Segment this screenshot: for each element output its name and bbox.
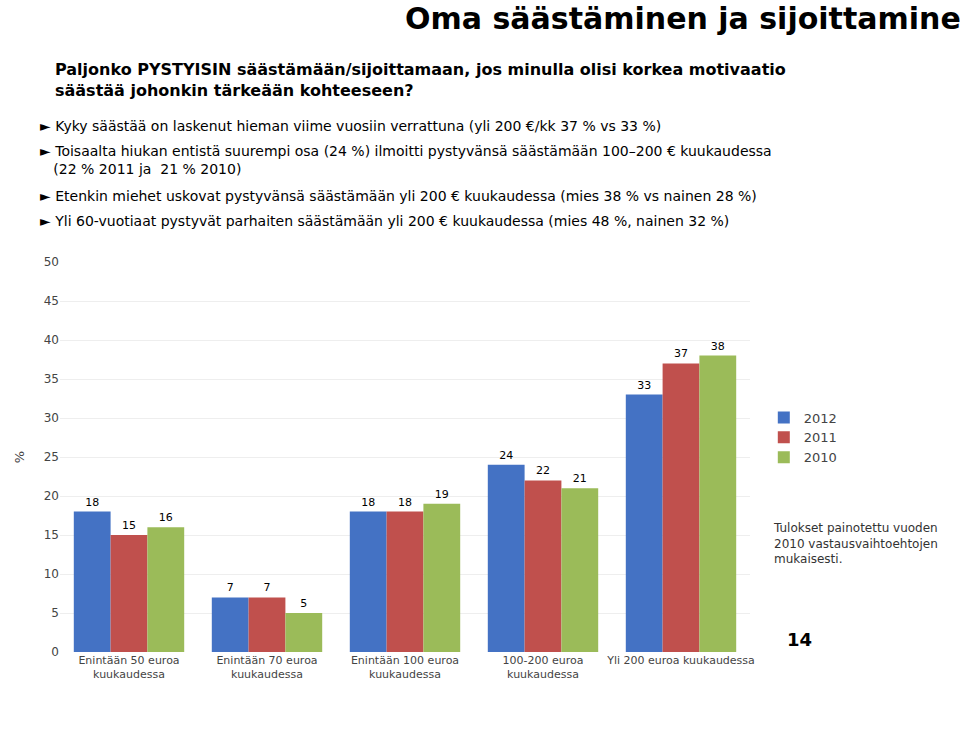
svg-text:► Yli 60-vuotiaat pystyvät par: ► Yli 60-vuotiaat pystyvät parhaiten sää… <box>40 213 729 229</box>
svg-text:18: 18 <box>398 496 412 509</box>
svg-text:24: 24 <box>499 449 513 462</box>
svg-text:► Etenkin miehet uskovat pysty: ► Etenkin miehet uskovat pystyvänsä sääs… <box>40 188 757 204</box>
svg-text:Yli 200 euroa kuukaudessa: Yli 200 euroa kuukaudessa <box>606 654 755 667</box>
svg-text:5: 5 <box>300 597 307 610</box>
svg-text:40: 40 <box>44 333 59 347</box>
svg-text:2011: 2011 <box>804 430 837 445</box>
svg-text:33: 33 <box>637 379 651 392</box>
svg-text:16: 16 <box>159 511 173 524</box>
svg-text:%: % <box>12 451 27 463</box>
svg-text:45: 45 <box>44 294 59 308</box>
svg-text:15: 15 <box>44 528 59 542</box>
svg-text:Paljonko PYSTYISIN säästämään/: Paljonko PYSTYISIN säästämään/sijoittama… <box>55 60 786 100</box>
svg-text:2012: 2012 <box>804 411 837 426</box>
svg-text:35: 35 <box>44 372 59 386</box>
svg-text:21: 21 <box>573 472 587 485</box>
svg-text:18: 18 <box>361 496 375 509</box>
svg-text:2010: 2010 <box>804 450 837 465</box>
svg-text:19: 19 <box>435 488 449 501</box>
svg-text:7: 7 <box>227 581 234 594</box>
svg-text:25: 25 <box>44 450 59 464</box>
svg-text:14: 14 <box>787 629 812 650</box>
svg-text:0: 0 <box>51 645 59 659</box>
svg-text:20: 20 <box>44 489 59 503</box>
svg-text:Enintään 100 euroakuukaudessa: Enintään 100 euroakuukaudessa <box>351 654 459 681</box>
svg-text:5: 5 <box>51 606 59 620</box>
svg-text:7: 7 <box>264 581 271 594</box>
svg-text:37: 37 <box>674 347 688 360</box>
svg-text:► Kyky säästää on laskenut hie: ► Kyky säästää on laskenut hieman viime … <box>40 118 661 134</box>
svg-text:Enintään 70 euroakuukaudessa: Enintään 70 euroakuukaudessa <box>216 654 317 681</box>
svg-text:10: 10 <box>44 567 59 581</box>
svg-text:Enintään 50 euroakuukaudessa: Enintään 50 euroakuukaudessa <box>78 654 179 681</box>
svg-text:100-200 euroakuukaudessa: 100-200 euroakuukaudessa <box>503 654 584 681</box>
svg-text:50: 50 <box>44 255 59 269</box>
svg-text:22: 22 <box>536 464 550 477</box>
svg-text:18: 18 <box>85 496 99 509</box>
svg-text:► Toisaalta hiukan entistä suu: ► Toisaalta hiukan entistä suurempi osa … <box>40 143 772 177</box>
svg-text:30: 30 <box>44 411 59 425</box>
svg-text:Tulokset painotettu vuoden2010: Tulokset painotettu vuoden2010 vastausva… <box>773 521 938 566</box>
svg-text:38: 38 <box>711 340 725 353</box>
svg-text:Oma säästäminen ja sijoittamin: Oma säästäminen ja sijoittaminen <box>405 1 960 36</box>
svg-text:15: 15 <box>122 519 136 532</box>
